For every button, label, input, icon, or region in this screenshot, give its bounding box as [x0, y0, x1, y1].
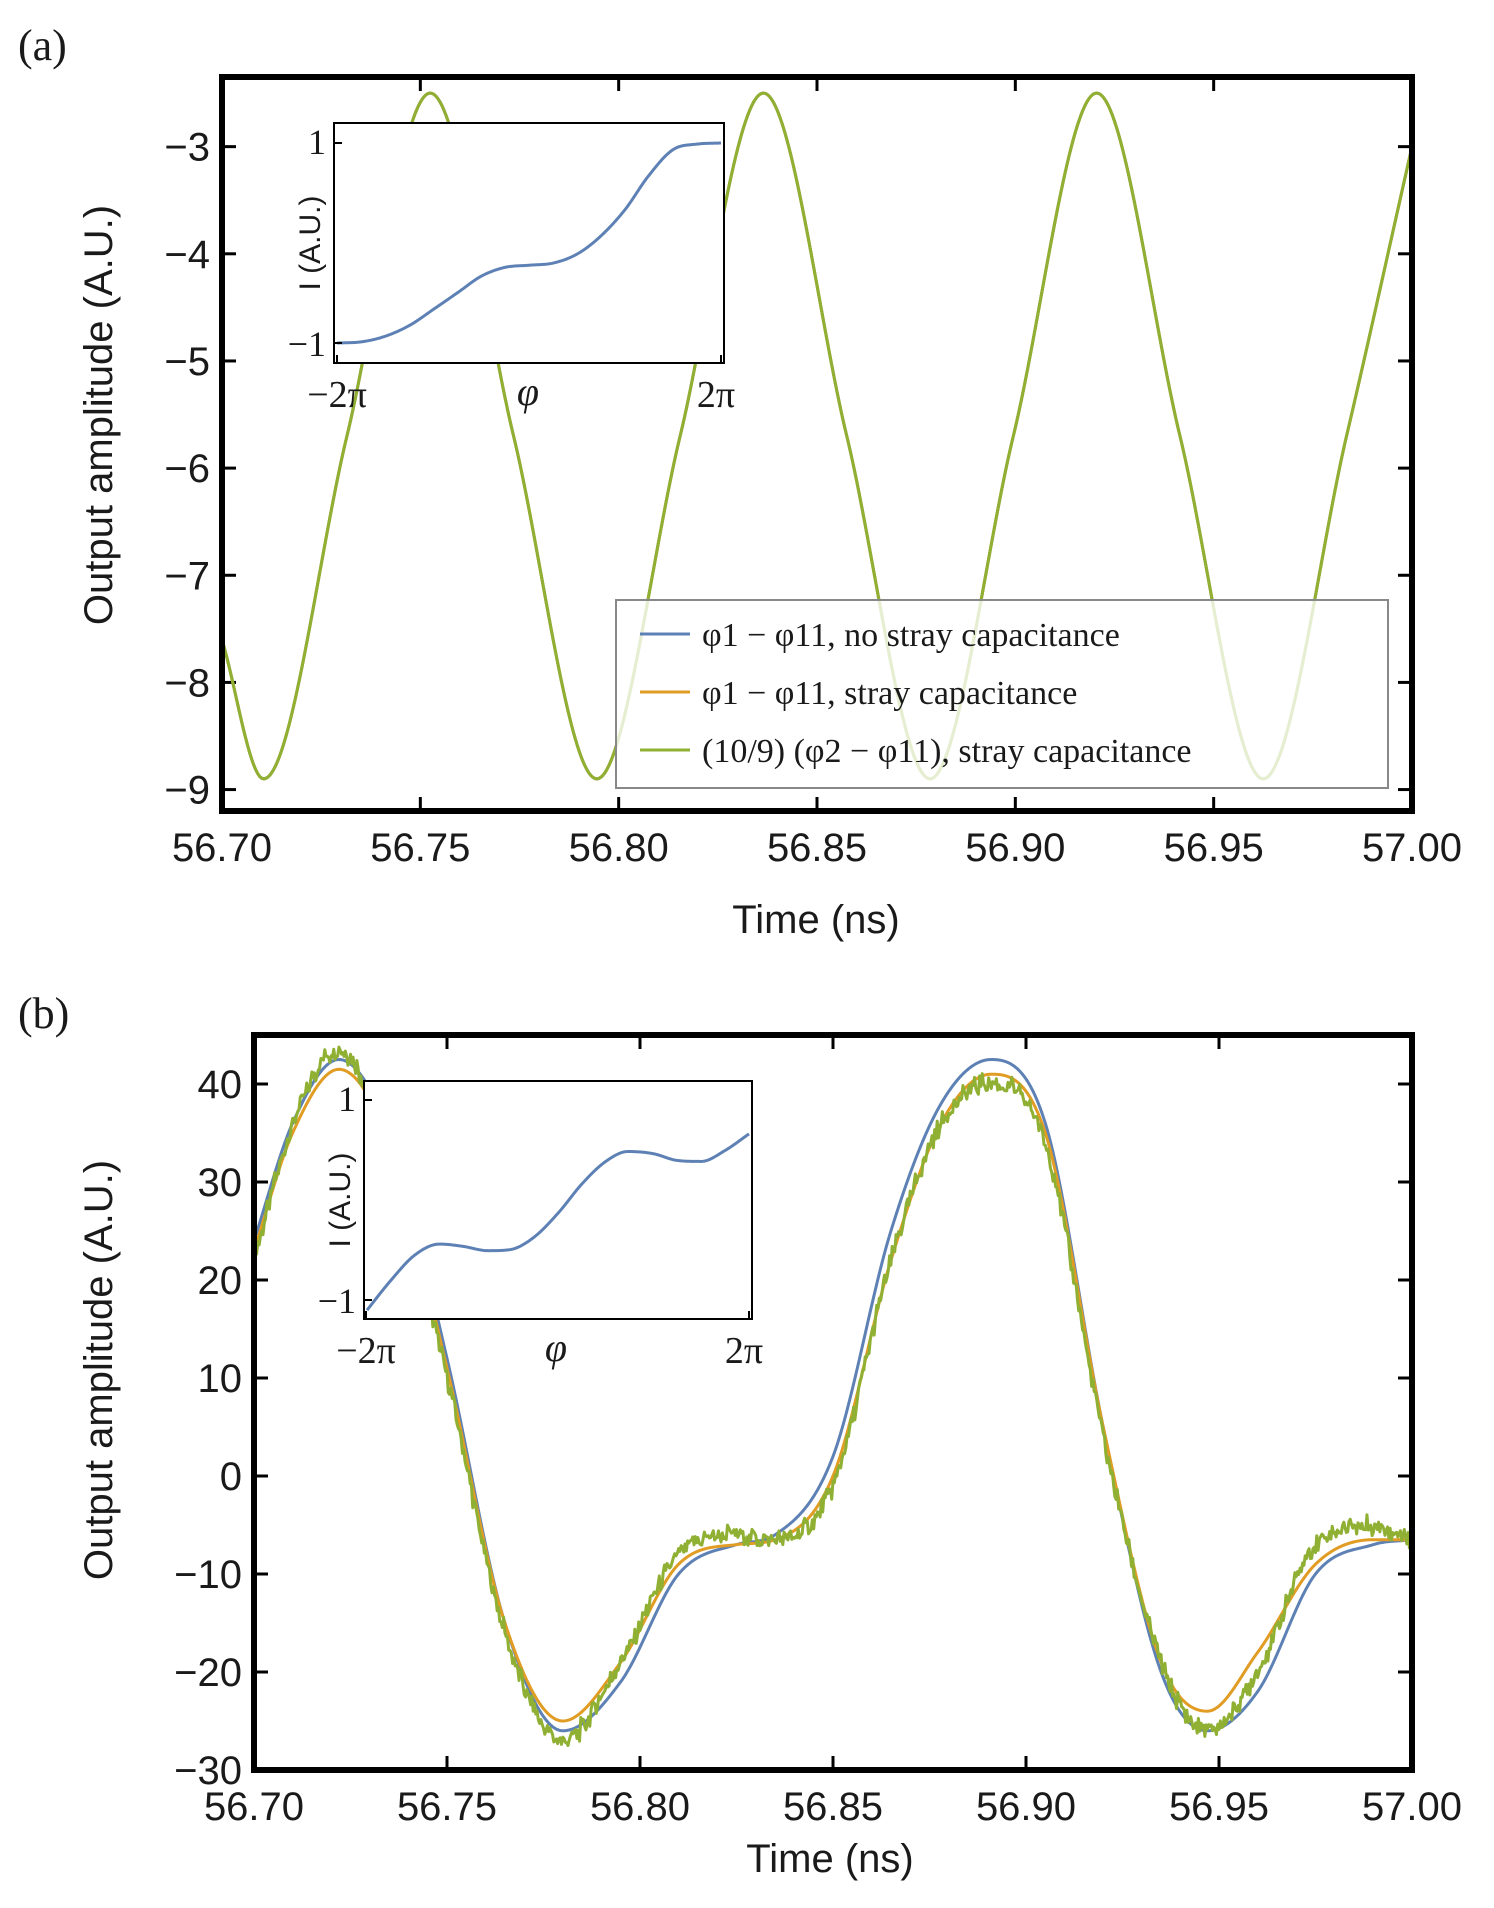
- panel-a-inset-frame: [333, 122, 725, 364]
- panel-b-y-axis-label: Output amplitude (A.U.): [77, 1160, 121, 1580]
- panel-a-legend: φ1 − φ11, no stray capacitance φ1 − φ11,…: [615, 599, 1389, 789]
- panel-a-y-axis-label: Output amplitude (A.U.): [77, 205, 121, 625]
- b-xtick-label-2: 56.80: [590, 1785, 690, 1829]
- panel-a-inset: 1 −1 −2π 2π φ I (A.U.): [288, 122, 735, 416]
- a-ytick-label-6: −3: [164, 126, 210, 170]
- panel-a-inset-series: [336, 141, 722, 345]
- b-inset-series-line-0: [365, 1132, 750, 1312]
- panel-a-label: (a): [18, 21, 67, 70]
- b-ytick-label-7: 40: [198, 1063, 243, 1107]
- panel-a-inset-xtick-right: 2π: [697, 374, 735, 416]
- a-xtick-label-0: 56.70: [172, 826, 272, 870]
- panel-b-inset-xtick-right: 2π: [725, 1330, 763, 1372]
- panel-b-inset-ytick-bottom: −1: [318, 1281, 356, 1321]
- b-ytick-label-6: 30: [198, 1161, 243, 1205]
- panel-a-inset-ytick-top: 1: [308, 122, 326, 162]
- panel-b-y-tick-labels: −30 −20 −10 0 10 20 30 40: [174, 1063, 242, 1793]
- a-xtick-label-4: 56.90: [965, 826, 1065, 870]
- a-ytick-label-5: −4: [164, 233, 210, 277]
- panel-a-y-tick-labels: −9 −8 −7 −6 −5 −4 −3: [164, 126, 210, 813]
- panel-a-x-tick-labels: 56.70 56.75 56.80 56.85 56.90 56.95 57.00: [172, 826, 1462, 870]
- legend-entry-no-stray: φ1 − φ11, no stray capacitance: [702, 617, 1120, 654]
- a-xtick-label-5: 56.95: [1164, 826, 1264, 870]
- a-ytick-label-1: −8: [164, 661, 210, 705]
- a-ytick-label-2: −7: [164, 554, 210, 598]
- panel-a-inset-xtick-left: −2π: [307, 374, 367, 416]
- panel-b-x-tick-labels: 56.70 56.75 56.80 56.85 56.90 56.95 57.00: [204, 1785, 1462, 1829]
- panel-b-inset-background: [364, 1081, 752, 1319]
- b-ytick-label-4: 10: [198, 1357, 243, 1401]
- panel-b-inset: 1 −1 −2π 2π φ I (A.U.): [318, 1079, 763, 1372]
- b-ytick-label-2: −10: [174, 1553, 242, 1597]
- panel-b-label: (b): [18, 989, 69, 1038]
- legend-entry-stray: φ1 − φ11, stray capacitance: [702, 675, 1077, 712]
- panel-a-legend-box: [615, 599, 1389, 789]
- a-ytick-label-3: −6: [164, 447, 210, 491]
- b-xtick-label-0: 56.70: [204, 1785, 304, 1829]
- panel-a-inset-x-axis-label: φ: [517, 369, 539, 414]
- legend-entry-scaled-stray: (10/9) (φ2 − φ11), stray capacitance: [702, 733, 1192, 770]
- b-ytick-label-3: 0: [220, 1455, 242, 1499]
- a-xtick-label-3: 56.85: [767, 826, 867, 870]
- panel-a-inset-background: [334, 123, 724, 363]
- panel-b-series: [254, 1045, 1412, 1747]
- panel-a-inset-y-axis-label: I (A.U.): [294, 196, 327, 291]
- b-xtick-label-6: 57.00: [1362, 1785, 1462, 1829]
- panel-b-inset-xtick-left: −2π: [336, 1330, 396, 1372]
- a-xtick-label-1: 56.75: [370, 826, 470, 870]
- a-inset-series-line-0: [336, 141, 722, 345]
- panel-b-x-axis-label: Time (ns): [746, 1837, 913, 1881]
- panel-b-inset-series: [365, 1132, 750, 1312]
- b-ytick-label-5: 20: [198, 1259, 243, 1303]
- panel-a-inset-ytick-bottom: −1: [288, 324, 326, 364]
- panel-a-plot-frame: [219, 74, 1415, 814]
- panel-b-inset-x-axis-label: φ: [545, 1325, 567, 1370]
- b-xtick-label-3: 56.85: [783, 1785, 883, 1829]
- b-ytick-label-0: −30: [174, 1749, 242, 1793]
- panel-a-inset-ticks: [334, 142, 722, 363]
- a-xtick-label-2: 56.80: [569, 826, 669, 870]
- a-ytick-label-0: −9: [164, 769, 210, 813]
- panel-a-x-axis-label: Time (ns): [732, 898, 899, 942]
- b-xtick-label-1: 56.75: [397, 1785, 497, 1829]
- panel-b: (b) Output amplitude (A.U.) Time (ns) −3…: [18, 989, 1462, 1881]
- b-xtick-label-5: 56.95: [1169, 1785, 1269, 1829]
- panel-b-plot-frame: [251, 1032, 1415, 1773]
- b-ytick-label-1: −20: [174, 1651, 242, 1695]
- panel-a: (a) Output amplitude (A.U.) Time (ns) −9…: [18, 21, 1462, 942]
- panel-b-inset-ytick-top: 1: [338, 1079, 356, 1119]
- panel-b-inset-y-axis-label: I (A.U.): [324, 1153, 357, 1248]
- b-series-line-2: [254, 1045, 1412, 1747]
- panel-b-inset-ticks: [364, 1099, 750, 1319]
- a-xtick-label-6: 57.00: [1362, 826, 1462, 870]
- b-series-line-1: [254, 1067, 1412, 1723]
- panel-b-inset-frame: [363, 1080, 753, 1320]
- a-ytick-label-4: −5: [164, 340, 210, 384]
- b-xtick-label-4: 56.90: [976, 1785, 1076, 1829]
